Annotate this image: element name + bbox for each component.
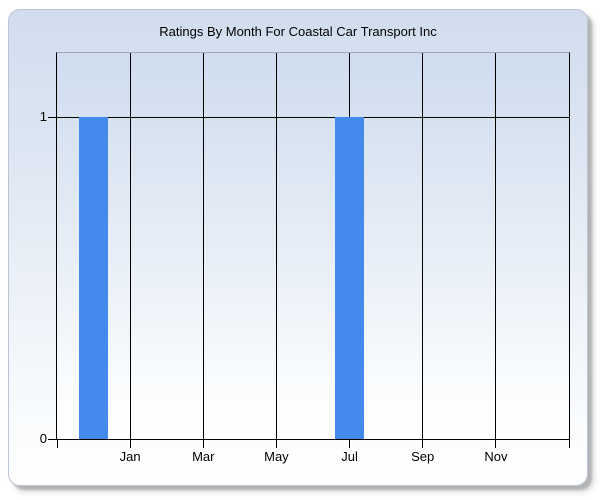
vertical-gridline <box>275 53 277 439</box>
y-axis-tick <box>48 438 57 440</box>
x-axis-tick <box>275 439 277 448</box>
x-axis-label-sep: Sep <box>411 449 435 464</box>
x-axis-tick <box>129 439 131 448</box>
x-axis-tick <box>568 439 570 448</box>
bar-dec <box>79 117 109 439</box>
bar-jul <box>335 117 365 439</box>
x-axis-tick <box>202 439 204 448</box>
x-axis-label-mar: Mar <box>192 449 215 464</box>
x-axis-tick <box>422 439 424 448</box>
vertical-gridline <box>129 53 131 439</box>
x-axis-tick <box>349 439 351 448</box>
x-axis-label-jul: Jul <box>341 449 358 464</box>
horizontal-gridline <box>57 116 569 118</box>
axis-label-layer: Jan Mar May Jul Sep Nov 0 1 <box>40 53 569 464</box>
x-axis-tick <box>56 439 58 448</box>
y-axis-label-1: 1 <box>39 109 47 125</box>
chart-title: Ratings By Month For Coastal Car Transpo… <box>159 24 437 39</box>
chart-card: Ratings By Month For Coastal Car Transpo… <box>8 9 588 486</box>
vertical-gridline <box>495 53 497 439</box>
x-axis-label-may: May <box>264 449 289 464</box>
tick-layer <box>48 53 570 448</box>
x-axis-label-jan: Jan <box>119 449 141 464</box>
vertical-gridline <box>202 53 204 439</box>
bar-layer <box>57 53 569 439</box>
y-axis-tick <box>48 116 57 118</box>
plot-area: Jan Mar May Jul Sep Nov 0 1 <box>40 52 570 464</box>
x-axis-tick <box>495 439 497 448</box>
x-axis-label-nov: Nov <box>484 449 508 464</box>
vertical-gridline <box>422 53 424 439</box>
y-axis-label-0: 0 <box>39 431 47 446</box>
